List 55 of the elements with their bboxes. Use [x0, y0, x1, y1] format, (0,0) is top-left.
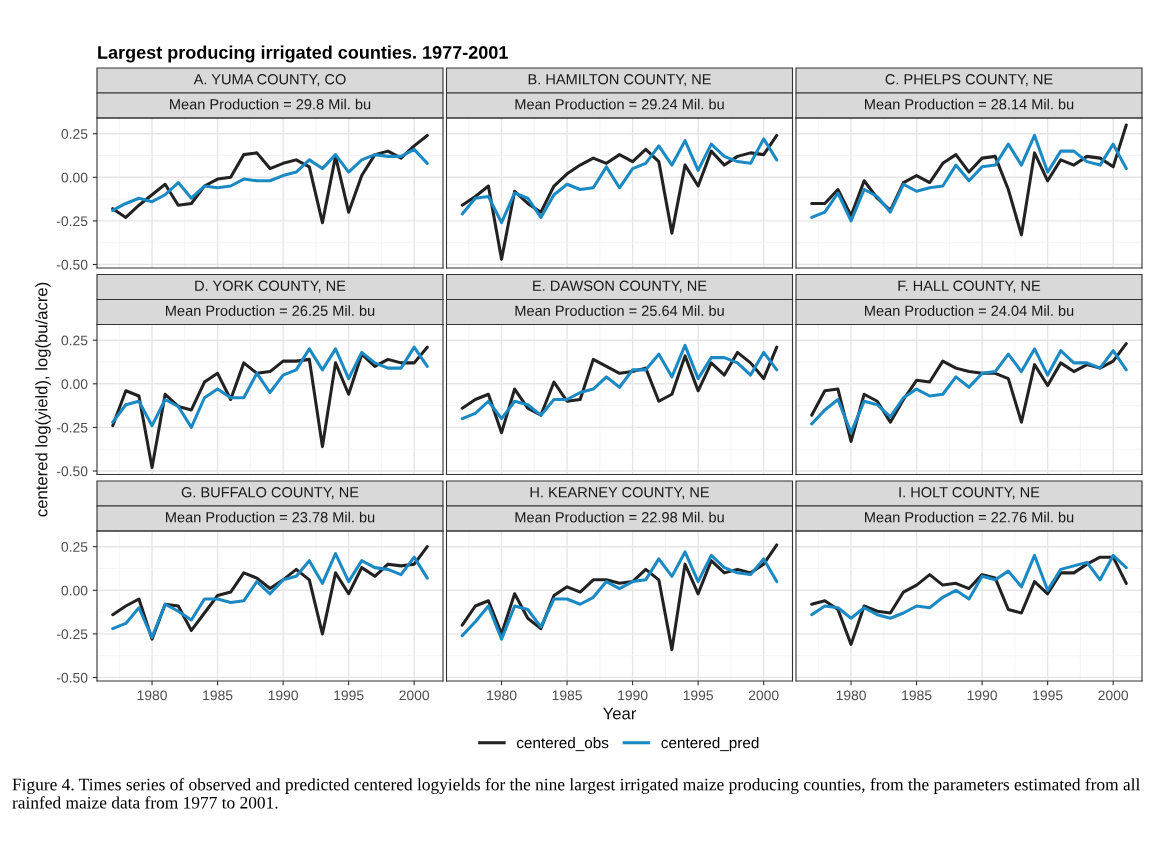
x-tick-label: 1980 — [487, 690, 517, 701]
chart-title: F. HALL COUNTY, NE — [898, 280, 1041, 293]
x-tick-label: 1985 — [552, 690, 582, 701]
y-tick-label: 0.00 — [61, 379, 88, 389]
chart-subtitle: Mean Production = 29.8 Mil. bu — [170, 98, 371, 110]
text: Largest producing irrigated counties. 1977-2001 — [98, 45, 508, 63]
chart-subtitle: Mean Production = 25.64 Mil. bu — [515, 305, 724, 316]
x-tick-label: 1995 — [1033, 690, 1063, 701]
x-tick-label: 1995 — [334, 690, 364, 701]
x-tick-label: 1985 — [203, 690, 233, 701]
chart-title: E. DAWSON COUNTY, NE — [533, 280, 707, 293]
x-tick-label: 1980 — [836, 690, 866, 701]
chart-title: A. YUMA COUNTY, CO — [193, 74, 346, 87]
y-tick-label: -0.25 — [56, 629, 88, 640]
y-tick-label: 0.00 — [61, 172, 88, 183]
x-tick-label: 1990 — [618, 690, 648, 701]
chart-title: G. BUFFALO COUNTY, NE — [181, 487, 359, 500]
x-axis-title: Year — [603, 707, 637, 720]
x-tick-label: 1990 — [967, 690, 998, 701]
chart-title: B. HAMILTON COUNTY, NE — [528, 74, 711, 87]
line-series — [111, 345, 429, 470]
y-tick-label: 0.25 — [61, 335, 88, 346]
chart-subtitle: Mean Production = 29.24 Mil. bu — [515, 98, 724, 110]
y-tick-label: -0.50 — [56, 672, 88, 683]
y-tick-label: 0.25 — [61, 542, 88, 552]
y-tick-label: 0.00 — [61, 585, 88, 596]
caption: Figure 4. Times series of observed and predicted centered logyields for the nine largest irrigated maize producing counties, from the parameters estimated from all rainfed maize data from 1977 to 2001. — [12, 778, 1140, 809]
chart-title: H. KEARNEY COUNTY, NE — [530, 487, 709, 500]
line-series — [111, 147, 429, 212]
y-tick-label: -0.25 — [56, 216, 88, 227]
line-series — [111, 345, 429, 429]
x-tick-label: 2000 — [748, 690, 779, 701]
y-axis-title: centered log(yield), log(bu/acre) — [35, 282, 51, 517]
chart-subtitle: Mean Production = 26.25 Mil. bu — [166, 305, 375, 316]
chart-subtitle: Mean Production = 22.98 Mil. bu — [515, 511, 724, 523]
y-tick-label: 0.25 — [61, 129, 88, 139]
x-tick-label: 1995 — [683, 690, 713, 701]
line-series — [111, 133, 429, 225]
chart-subtitle: Mean Production = 23.78 Mil. bu — [166, 511, 375, 523]
x-tick-label: 2000 — [399, 690, 430, 701]
chart-subtitle: Mean Production = 28.14 Mil. bu — [865, 98, 1074, 110]
x-tick-label: 1980 — [137, 690, 167, 701]
x-tick-label: 1985 — [902, 690, 932, 701]
x-tick-label: 1990 — [268, 690, 299, 701]
legend-label: centered_obs — [516, 737, 609, 752]
chart-title: I. HOLT COUNTY, NE — [899, 487, 1040, 500]
legend-label: centered_pred — [661, 737, 759, 752]
y-tick-label: -0.50 — [56, 466, 88, 477]
y-tick-label: -0.50 — [56, 259, 88, 270]
chart-title: C. PHELPS COUNTY, NE — [885, 74, 1053, 87]
chart-subtitle: Mean Production = 22.76 Mil. bu — [865, 511, 1074, 523]
x-tick-label: 2000 — [1098, 690, 1129, 701]
y-tick-label: -0.25 — [56, 422, 88, 433]
chart-subtitle: Mean Production = 24.04 Mil. bu — [865, 305, 1074, 316]
chart-title: D. YORK COUNTY, NE — [195, 280, 346, 293]
